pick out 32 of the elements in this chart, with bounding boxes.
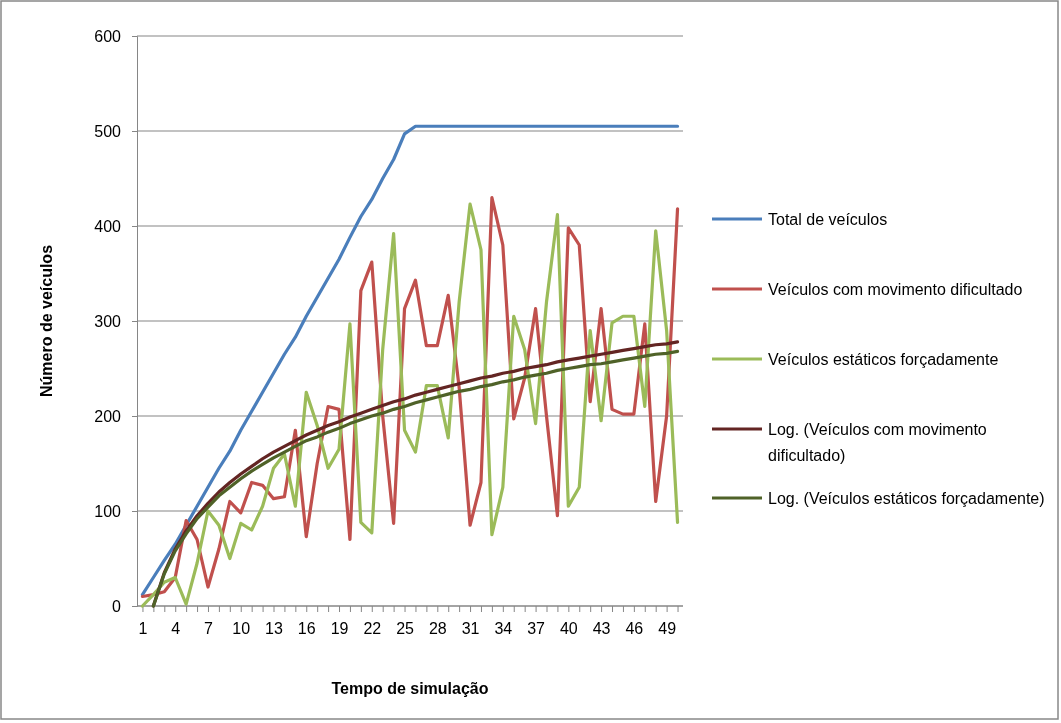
y-tick-label: 0 <box>112 597 122 615</box>
x-tick-label: 28 <box>428 620 447 638</box>
x-tick-label: 37 <box>527 620 546 638</box>
y-tick-label: 300 <box>94 312 122 330</box>
x-tick-label: 46 <box>625 620 644 638</box>
x-tick-label: 34 <box>494 620 513 638</box>
x-tick-label: 43 <box>592 620 611 638</box>
legend-label: Log. (Veículos com movimento dificultado) <box>768 421 987 464</box>
x-tick-label: 31 <box>461 620 480 638</box>
legend-label: Total de veículos <box>768 211 888 228</box>
x-tick-label: 49 <box>658 620 677 638</box>
x-tick-label: 19 <box>330 620 349 638</box>
legend-label: Log. (Veículos estáticos forçadamente) <box>768 490 1045 507</box>
y-axis-title: Número de veículos <box>38 244 55 398</box>
legend-label: Veículos estáticos forçadamente <box>768 351 999 368</box>
y-tick-label: 400 <box>94 217 122 235</box>
y-tick-label: 600 <box>94 27 122 45</box>
x-tick-label: 13 <box>265 620 283 638</box>
x-tick-label: 1 <box>138 620 148 638</box>
legend-label: Veículos com movimento dificultado <box>768 281 1023 298</box>
x-tick-label: 4 <box>171 620 181 638</box>
y-tick-label: 200 <box>94 407 122 425</box>
x-tick-label: 22 <box>363 620 382 638</box>
x-tick-label: 40 <box>559 620 578 638</box>
x-axis-title: Tempo de simulação <box>331 680 489 697</box>
x-tick-label: 10 <box>232 620 251 638</box>
line-series <box>140 124 680 597</box>
x-tick-label: 25 <box>396 620 415 638</box>
x-tick-label: 7 <box>204 620 214 638</box>
x-tick-label: 16 <box>297 620 316 638</box>
y-tick-label: 500 <box>94 122 122 140</box>
y-tick-label: 100 <box>94 502 122 520</box>
